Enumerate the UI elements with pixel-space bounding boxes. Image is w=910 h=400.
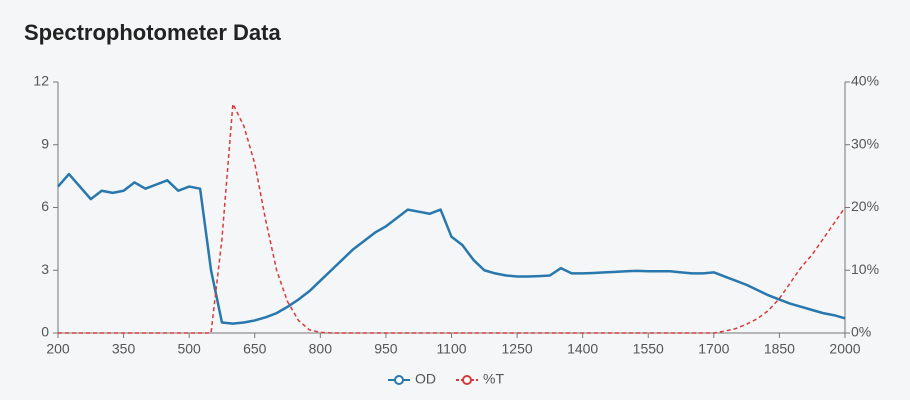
chart-title: Spectrophotometer Data [24,20,281,45]
x-tick-label: 500 [177,341,201,357]
y2-tick-label: 20% [851,198,879,214]
y-tick-label: 6 [41,198,49,214]
x-tick-label: 950 [374,341,398,357]
legend-marker [394,375,404,385]
x-tick-label: 2000 [829,341,860,357]
x-tick-label: 200 [46,341,70,357]
legend-label: %T [483,371,504,387]
x-tick-label: 1550 [633,341,664,357]
x-tick-label: 1700 [698,341,729,357]
series-line [58,103,846,334]
y2-tick-label: 0% [851,324,871,340]
x-tick-label: 1400 [567,341,598,357]
y-tick-label: 3 [41,261,49,277]
x-tick-label: 1100 [436,341,466,357]
x-tick-label: 1250 [502,341,533,357]
series-line [57,172,846,325]
legend-label: OD [415,371,436,387]
x-tick-label: 350 [112,341,136,357]
y-tick-label: 9 [41,135,49,151]
y-tick-label: 12 [33,73,49,89]
x-tick-label: 800 [309,341,333,357]
legend-marker [462,375,472,385]
y2-tick-label: 30% [851,135,879,151]
x-tick-label: 650 [243,341,267,357]
x-tick-label: 1850 [764,341,795,357]
y2-tick-label: 40% [851,73,879,89]
y2-tick-label: 10% [851,261,879,277]
y-tick-label: 0 [41,324,49,340]
